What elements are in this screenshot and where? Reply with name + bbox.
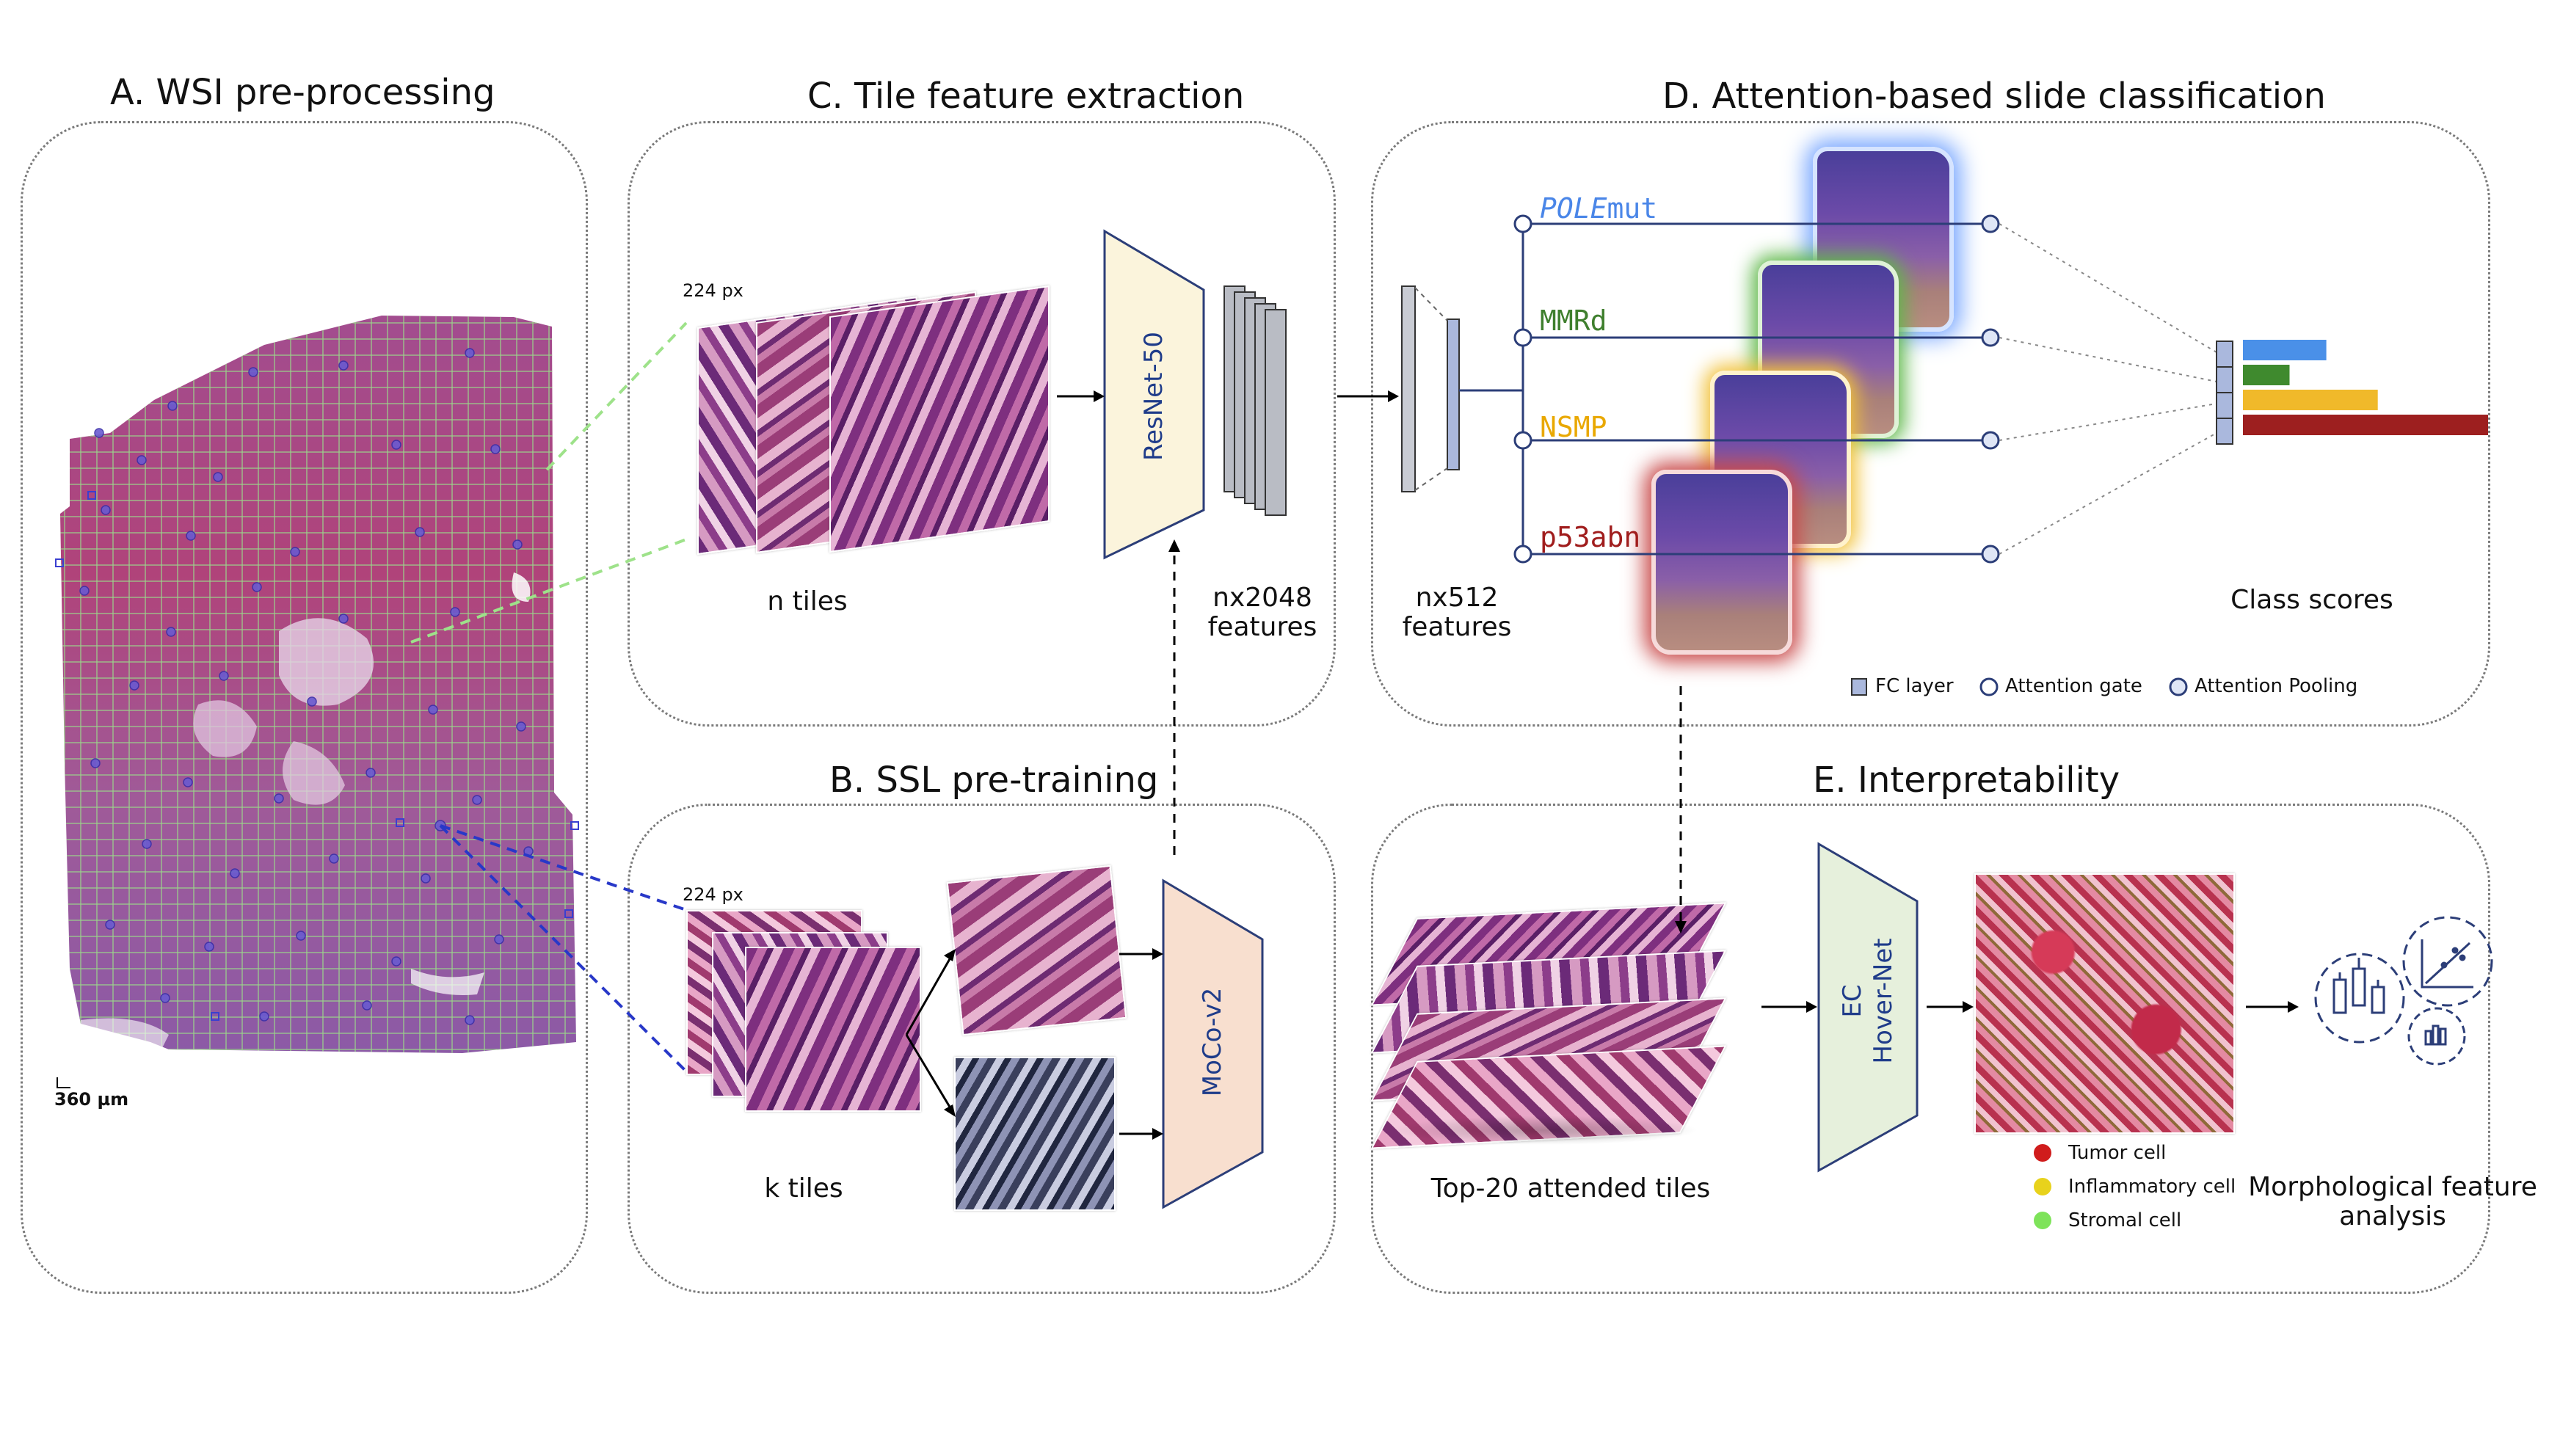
hovernet-label: EC Hover-Net <box>1837 928 1899 1074</box>
k-tiles-label: k tiles <box>764 1173 843 1204</box>
tumor-cell-label: Tumor cell <box>2068 1142 2167 1164</box>
tile-stack-b-3 <box>745 947 921 1112</box>
resnet-block <box>1103 229 1205 560</box>
moco-label: MoCo-v2 <box>1198 987 1227 1097</box>
panel-c-frame <box>628 121 1336 727</box>
class-label-pole-italic: POLE <box>1540 192 1607 225</box>
legend-pool-label: Attention Pooling <box>2195 675 2358 697</box>
class-score-bar-3 <box>2243 415 2488 435</box>
panel-e-frame <box>1371 804 2490 1294</box>
panel-a-frame <box>21 121 588 1294</box>
wsi-thumb-p53abn <box>1651 470 1792 655</box>
legend-fc-label: FC layer <box>1875 675 1954 697</box>
panel-e-title: E. Interpretability <box>1813 760 2120 801</box>
class-label-mmrd: MMRd <box>1540 305 1607 337</box>
fc-input-layer <box>1401 285 1416 492</box>
morphological-analysis-label: Morphological feature analysis <box>2248 1172 2537 1231</box>
panel-b-title: B. SSL pre-training <box>829 760 1159 801</box>
legend-gate-swatch <box>1979 677 1999 696</box>
gear-icon-histogram <box>2407 1007 2466 1066</box>
attention-gates <box>1513 214 1532 564</box>
class-label-pole: POLEmut <box>1540 192 1657 225</box>
panel-d-frame <box>1371 121 2490 727</box>
class-label-p53abn: p53abn <box>1540 521 1641 553</box>
hovernet-block <box>1817 842 1919 1173</box>
panel-c-title: C. Tile feature extraction <box>807 76 1245 117</box>
stromal-cell-label: Stromal cell <box>2068 1209 2182 1231</box>
score-fc-layer <box>2216 341 2233 445</box>
tumor-cell-dot <box>2034 1144 2051 1162</box>
scale-bar-label: 360 µm <box>54 1089 129 1110</box>
inflammatory-cell-label: Inflammatory cell <box>2068 1176 2236 1198</box>
legend-pool-swatch <box>2169 677 2188 696</box>
features-512-label: nx512 features <box>1402 583 1512 642</box>
inflammatory-cell-dot <box>2034 1178 2051 1195</box>
class-score-bar-2 <box>2243 390 2378 410</box>
class-label-pole-rest: mut <box>1607 192 1658 225</box>
gear-icon-scatter <box>2402 916 2493 1007</box>
fc-layer-512 <box>1447 318 1460 470</box>
tile-shadow <box>1391 1115 1699 1145</box>
gear-icon-boxplot <box>2314 953 2405 1044</box>
legend-gate-label: Attention gate <box>2005 675 2142 697</box>
tile-size-b: 224 px <box>683 884 743 905</box>
panel-b-frame <box>628 804 1336 1294</box>
resnet-label: ResNet-50 <box>1139 332 1168 461</box>
panel-a-title: A. WSI pre-processing <box>110 72 495 113</box>
legend-fc-swatch <box>1851 678 1867 696</box>
moco-block <box>1162 878 1264 1209</box>
hovernet-label-line1: EC <box>1838 984 1867 1018</box>
class-score-bars <box>2243 340 2488 435</box>
class-label-nsmp: NSMP <box>1540 411 1607 443</box>
hovernet-label-line2: Hover-Net <box>1869 938 1898 1064</box>
features-2048-label: nx2048 features <box>1207 583 1317 642</box>
augmented-tile-gray <box>954 1057 1116 1211</box>
stromal-cell-dot <box>2034 1212 2051 1229</box>
top20-tiles-label: Top-20 attended tiles <box>1430 1173 1711 1204</box>
class-score-bar-1 <box>2243 365 2290 385</box>
class-scores-label: Class scores <box>2230 585 2393 615</box>
hovernet-output-image <box>1974 873 2235 1134</box>
panel-d-title: D. Attention-based slide classification <box>1662 76 2326 117</box>
class-score-bar-0 <box>2243 340 2327 360</box>
tile-size-c: 224 px <box>683 280 743 301</box>
n-tiles-label: n tiles <box>767 586 848 616</box>
feature-stack-2048 <box>1223 285 1287 516</box>
attention-pooling <box>1981 214 2000 564</box>
